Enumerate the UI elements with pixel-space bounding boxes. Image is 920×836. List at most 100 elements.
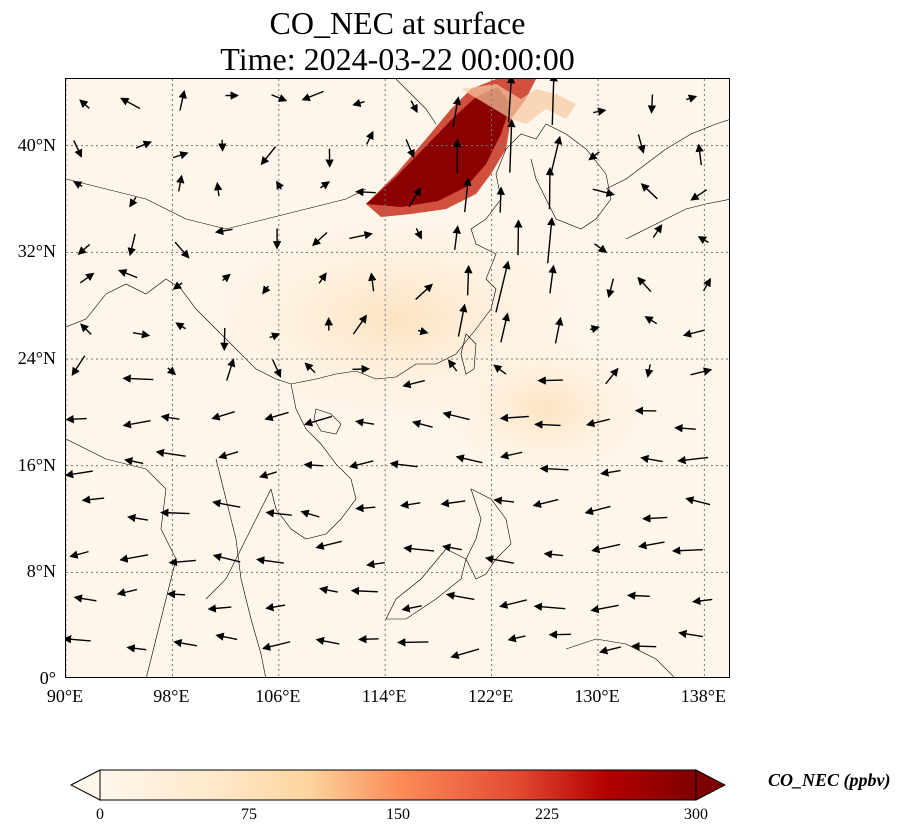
wind-arrow (175, 322, 186, 331)
wind-arrow (173, 638, 198, 648)
wind-arrow (211, 411, 235, 421)
wind-arrow (72, 181, 83, 189)
wind-arrow (493, 496, 515, 505)
co-plume-fringe (461, 84, 576, 124)
wind-arrow (365, 130, 374, 145)
wind-arrow (166, 590, 186, 599)
wind-arrow (207, 604, 232, 613)
coastline-segment (270, 383, 357, 540)
coastline-segment (625, 199, 729, 240)
wind-arrow (172, 281, 183, 290)
wind-arrow (132, 330, 151, 339)
wind-arrow (626, 591, 650, 600)
wind-arrow (631, 642, 657, 651)
wind-arrow (318, 272, 327, 284)
wind-arrow (354, 418, 375, 427)
wind-arrow (215, 632, 238, 641)
wind-arrow (66, 414, 87, 424)
wind-arrow (352, 98, 365, 107)
wind-arrow (640, 183, 658, 200)
wind-arrow (69, 550, 89, 559)
wind-arrow (77, 243, 91, 255)
wind-arrow (537, 376, 563, 385)
wind-arrow (464, 264, 473, 296)
wind-arrow (495, 260, 511, 313)
wind-arrow (79, 272, 95, 284)
colorbar-tick-label: 150 (386, 806, 410, 823)
wind-arrow (447, 359, 458, 372)
coastline-segment (530, 123, 612, 230)
coastline-segment (605, 119, 729, 190)
wind-arrow (261, 641, 291, 651)
wind-arrow (584, 505, 611, 516)
wind-arrow (304, 362, 316, 374)
wind-arrow (690, 367, 713, 376)
wind-arrow (73, 140, 83, 158)
wind-arrow (399, 500, 421, 509)
colorbar-extend-max (695, 769, 727, 801)
wind-arrow (543, 550, 564, 559)
wind-arrow (212, 553, 241, 563)
wind-arrow (695, 143, 704, 166)
coastline-segment (215, 458, 266, 677)
wind-arrow (271, 359, 282, 378)
wind-arrow (606, 278, 615, 299)
colorbar-label: CO_NEC (ppbv) (768, 770, 891, 790)
wind-arrow (160, 508, 190, 517)
colorbar (69, 768, 727, 802)
wind-arrow (452, 225, 461, 250)
wind-arrow (493, 364, 507, 375)
wind-arrow (499, 599, 527, 609)
wind-arrow (484, 555, 514, 564)
wind-arrow (255, 556, 284, 565)
wind-arrow (135, 140, 152, 149)
co-plume-core (366, 87, 511, 207)
wind-arrow (592, 188, 615, 197)
wind-arrow (80, 323, 92, 335)
wind-arrow (260, 146, 277, 166)
wind-arrow (548, 264, 557, 294)
lon-tick-label: 130°E (574, 686, 620, 706)
wind-arrow (690, 189, 708, 201)
wind-arrow (259, 470, 277, 479)
lon-tick-label: 90°E (46, 686, 84, 706)
wind-arrow (547, 216, 556, 264)
wind-arrow (303, 460, 324, 470)
lat-tick-label: 24°N (17, 348, 56, 368)
wind-arrow (452, 96, 462, 128)
wind-arrow (349, 231, 373, 240)
wind-arrow (496, 186, 505, 213)
wind-arrow (645, 364, 654, 378)
wind-arrow (600, 468, 621, 477)
wind-arrow (366, 559, 385, 569)
wind-arrow (445, 591, 475, 601)
wind-arrow (118, 269, 138, 279)
wind-arrow (408, 187, 422, 208)
wind-arrow (265, 602, 286, 612)
lon-tick-label: 98°E (153, 686, 190, 706)
wind-arrow (174, 241, 190, 259)
wind-arrow (644, 316, 658, 325)
wind-arrow (590, 604, 619, 614)
wind-arrow (355, 187, 376, 197)
wind-arrow (319, 181, 331, 190)
wind-arrow (440, 499, 466, 508)
wind-arrow (262, 285, 271, 295)
wind-arrow (318, 585, 338, 595)
colorbar-tick-label: 75 (241, 806, 257, 823)
wind-arrow (500, 312, 510, 343)
wind-arrow (350, 586, 378, 596)
wind-arrow (368, 272, 377, 292)
wind-arrow (678, 629, 704, 639)
wind-arrow (585, 418, 610, 428)
wind-arrow (172, 151, 189, 160)
wind-arrow (214, 226, 233, 236)
colorbar-svg (69, 769, 727, 801)
wind-arrow (677, 455, 709, 465)
wind-arrow (176, 174, 185, 192)
gridlines (66, 79, 729, 677)
map-subtitle-time: Time: 2024-03-22 00:00:00 (220, 41, 575, 77)
wind-arrow (411, 419, 433, 428)
wind-arrow (276, 180, 285, 190)
wind-arrow (127, 513, 149, 523)
